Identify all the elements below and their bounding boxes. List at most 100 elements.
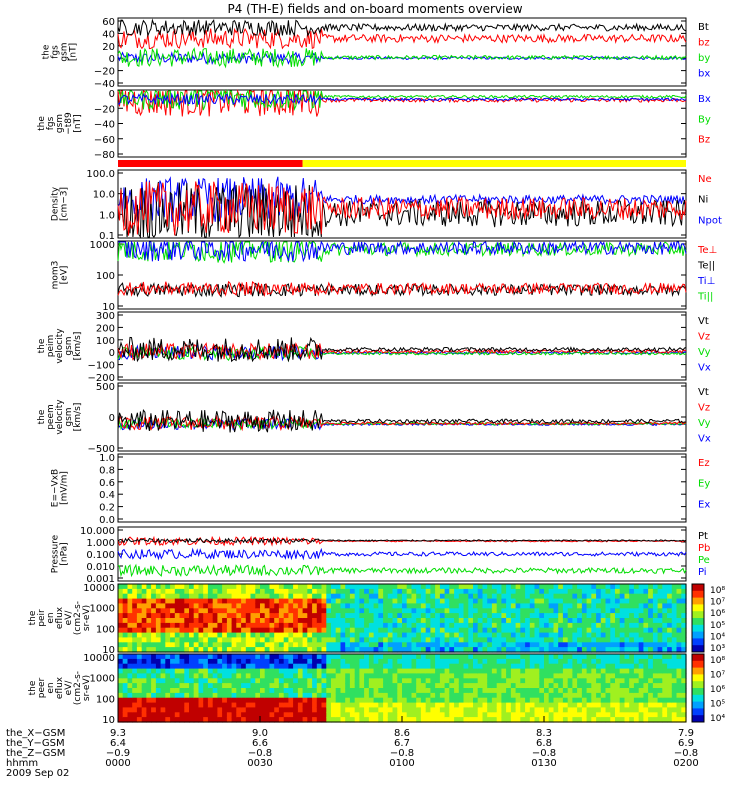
- y-tick-label: 0: [109, 348, 115, 359]
- y-axis-label: velocity: [55, 328, 65, 364]
- y-axis-label: Pressure: [51, 534, 61, 573]
- panel-1: 0 −20 −40 −60 −80 the fgs gsm −t89 [nT] Bx By Bz: [37, 89, 711, 161]
- y-tick-label: 0.001: [86, 574, 115, 585]
- axis-row-value: 6.9: [678, 738, 694, 749]
- y-tick-label: −60: [94, 135, 115, 146]
- y-tick-label: 10.0: [93, 190, 115, 201]
- y-axis-label: (cm2-s-: [73, 671, 83, 705]
- series-Bx: [117, 92, 687, 107]
- y-tick-label: −500: [88, 444, 115, 455]
- y-tick-label: 0: [109, 89, 115, 100]
- y-axis-label: gsm: [55, 114, 65, 133]
- legend-Vx: Vx: [698, 434, 711, 445]
- axis-row-value: −0.9: [106, 748, 130, 759]
- y-tick-label: 10: [102, 715, 115, 726]
- y-tick-label: 0.0: [99, 515, 115, 526]
- legend-bx: bx: [698, 69, 710, 80]
- axis-row-label: the_Y−GSM: [6, 738, 65, 749]
- y-tick-label: 500: [96, 382, 115, 393]
- series-Bt: [117, 18, 687, 38]
- y-tick-label: 1.0: [99, 210, 115, 221]
- panel-frame: [117, 311, 687, 381]
- legend-Pe: Pe: [698, 555, 710, 566]
- legend-Ti||: Ti||: [697, 292, 713, 303]
- y-axis-label: [cm−3]: [60, 187, 70, 221]
- y-axis-label: en: [46, 682, 56, 693]
- y-axis-label: the: [42, 44, 52, 59]
- series-Ti⊥: [118, 240, 687, 263]
- axis-row-value: 6.6: [252, 738, 268, 749]
- y-axis-label: the: [28, 680, 38, 695]
- series-Vy: [117, 417, 687, 431]
- series-Pe: [117, 563, 687, 578]
- panel-4: 1000 100 10 mom3 [eV] Te⊥ Te|| Ti⊥ Ti||: [51, 240, 718, 313]
- y-axis-label: eflux: [55, 676, 65, 699]
- series-bz: [117, 27, 687, 50]
- axis-date: 2009 Sep 02: [6, 768, 69, 779]
- y-tick-label: 100: [96, 271, 115, 282]
- axis-row-value: −0.8: [248, 748, 272, 759]
- y-tick-label: −40: [94, 79, 115, 90]
- colorbar-tick: 10⁶: [710, 609, 725, 619]
- y-axis-label: gsm: [60, 42, 70, 61]
- y-axis-label: fgs: [51, 45, 61, 59]
- y-tick-label: 0.010: [86, 562, 115, 573]
- y-axis-label: [km/s]: [73, 332, 83, 361]
- colorbar-tick: 10⁵: [710, 621, 725, 631]
- series-Pi: [117, 547, 687, 561]
- y-tick-label: −100: [88, 361, 115, 372]
- y-tick-label: 1.0: [99, 453, 115, 464]
- figure-title: P4 (TH-E) fields and on-board moments ov…: [227, 2, 522, 16]
- colorbar-tick: 10⁸: [710, 586, 725, 596]
- legend-Vt: Vt: [698, 387, 709, 398]
- y-tick-label: 40: [102, 29, 115, 40]
- y-tick-label: 10000: [83, 583, 115, 594]
- y-axis-label: gsm: [64, 336, 74, 355]
- series-Te⊥: [117, 280, 687, 298]
- legend-Ne: Ne: [698, 174, 712, 185]
- legend-Bx: Bx: [698, 94, 711, 105]
- y-axis-label: peem: [46, 404, 56, 430]
- y-axis-label: the: [37, 116, 47, 131]
- colorbar-tick: 10⁴: [710, 714, 725, 724]
- y-axis-label: E=−VxB: [51, 469, 61, 507]
- y-tick-label: 1000: [90, 604, 115, 615]
- y-tick-label: −20: [94, 67, 115, 78]
- colorbar-tick: 10⁸: [710, 656, 725, 666]
- axis-row-value: 0000: [105, 758, 130, 769]
- axis-row-value: 0030: [247, 758, 272, 769]
- y-axis-label: eV/: [64, 680, 74, 696]
- axis-row-value: 0100: [389, 758, 414, 769]
- y-axis-label: eflux: [55, 606, 65, 629]
- y-axis-label: Density: [51, 186, 61, 221]
- y-axis-label: en: [46, 612, 56, 623]
- y-axis-label: eV/: [64, 610, 74, 626]
- y-axis-label: fgs: [46, 116, 56, 130]
- legend-Vz: Vz: [698, 332, 710, 343]
- panel-frame: [117, 240, 687, 310]
- y-tick-label: 1000: [90, 674, 115, 685]
- y-axis-label: [nT]: [73, 114, 83, 132]
- y-tick-label: −40: [94, 120, 115, 131]
- axis-row-value: −0.8: [390, 748, 414, 759]
- panel-frame: [117, 453, 687, 523]
- colorbar: [691, 653, 705, 723]
- series-by: [117, 47, 687, 69]
- legend-Vx: Vx: [698, 363, 711, 374]
- panel-frame: [117, 382, 687, 452]
- colorbar-tick: 10⁴: [710, 632, 725, 642]
- y-tick-label: −200: [88, 373, 115, 384]
- series-Vz: [117, 414, 687, 432]
- legend-Ez: Ez: [698, 458, 710, 469]
- legend-Pt: Pt: [698, 531, 708, 542]
- legend-Ni: Ni: [698, 195, 708, 206]
- legend-Ey: Ey: [698, 479, 710, 490]
- y-tick-label: 100: [96, 336, 115, 347]
- y-axis-label: −t89: [64, 112, 74, 135]
- y-tick-label: 0: [109, 413, 115, 424]
- y-tick-label: 0.100: [86, 550, 115, 561]
